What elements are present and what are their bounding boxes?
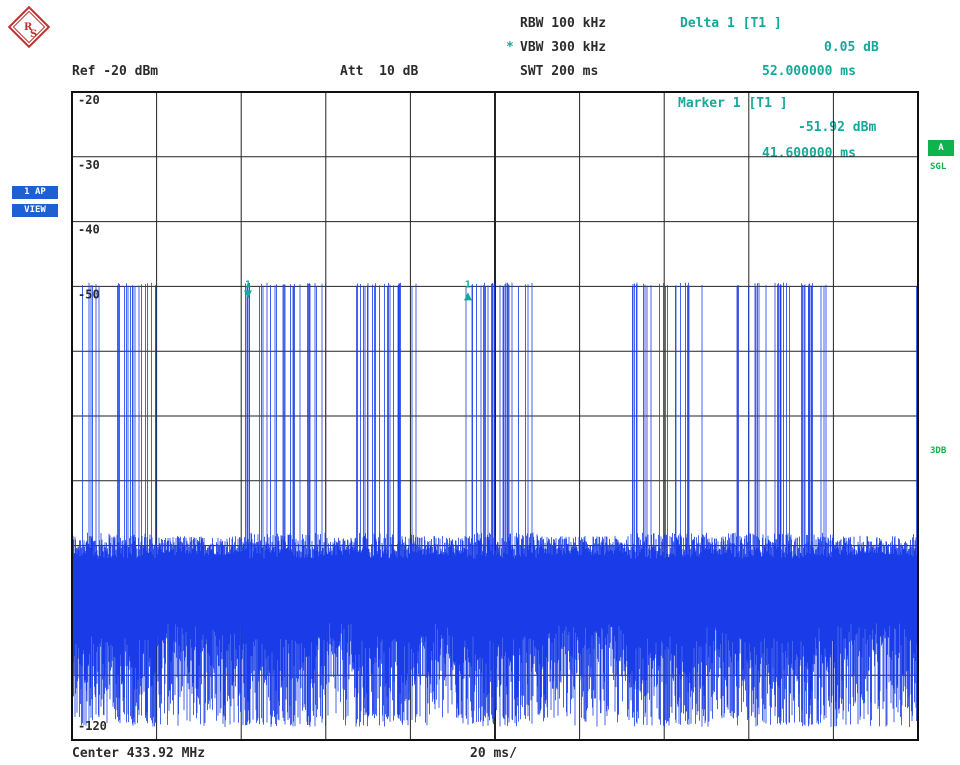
rohde-schwarz-logo-icon: R S — [8, 6, 50, 48]
sgl-label: SGL — [930, 162, 947, 172]
view-badge: VIEW — [12, 204, 58, 217]
marker-1-symbol — [243, 290, 252, 299]
y-tick-label: -120 — [78, 719, 107, 733]
vbw-flag: * — [506, 40, 514, 55]
y-tick-label: -50 — [78, 287, 100, 301]
attenuation: Att 10 dB — [340, 64, 419, 79]
delta-marker-time: 52.000000 ms — [762, 64, 856, 79]
rbw-setting: RBW 100 kHz — [520, 16, 607, 31]
3db-label: 3DB — [930, 446, 947, 456]
trace-a-badge: A — [928, 140, 954, 156]
delta-marker-level: 0.05 dB — [824, 40, 879, 55]
delta-marker-label: Delta 1 [T1 ] — [680, 16, 782, 31]
plot-frame — [71, 91, 919, 741]
svg-text:R: R — [24, 22, 33, 33]
time-per-division: 20 ms/ — [470, 746, 517, 761]
y-tick-label: -40 — [78, 223, 100, 237]
marker-label: Marker 1 [T1 ] — [678, 96, 788, 111]
y-tick-label: -20 — [78, 93, 100, 107]
svg-text:S: S — [30, 29, 37, 40]
ref-level: Ref -20 dBm — [72, 64, 159, 79]
trace-mode-badge: 1 AP — [12, 186, 58, 199]
center-frequency: Center 433.92 MHz — [72, 746, 206, 761]
delta-marker-tag: 1 — [465, 279, 471, 290]
delta-marker-symbol — [463, 292, 472, 301]
marker-1-tag: 1 — [245, 279, 251, 290]
vbw-setting: VBW 300 kHz — [520, 40, 607, 55]
y-tick-label: -30 — [78, 158, 100, 172]
sweep-time: SWT 200 ms — [520, 64, 599, 79]
